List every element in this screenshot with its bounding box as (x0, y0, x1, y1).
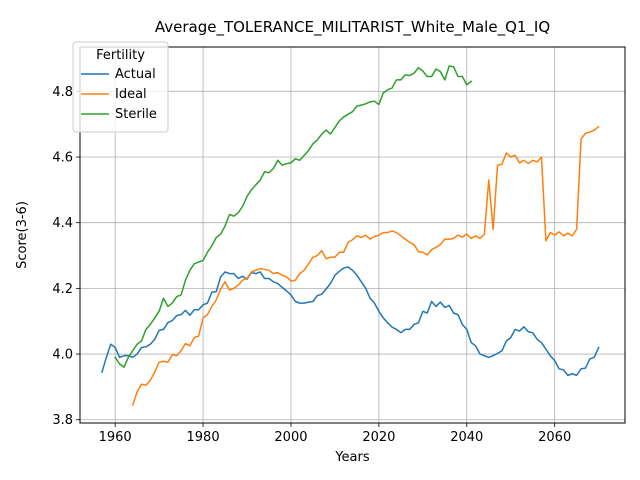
x-tick-label: 1980 (187, 430, 220, 445)
x-tick-label: 2020 (362, 430, 395, 445)
legend-box (72, 41, 169, 133)
x-tick-label: 1960 (99, 430, 132, 445)
y-tick-label: 4.0 (52, 348, 73, 363)
legend: Fertility Actual Ideal Sterile (72, 41, 169, 133)
legend-label-ideal: Ideal (115, 87, 147, 102)
y-tick-label: 4.8 (52, 85, 73, 100)
y-tick-label: 3.8 (52, 413, 73, 428)
y-tick-label: 4.4 (52, 216, 73, 231)
x-tick-label: 2040 (450, 430, 483, 445)
x-tick-label: 2060 (538, 430, 571, 445)
x-tick-label: 2000 (274, 430, 307, 445)
axis-ticks: 1960 1980 2000 2020 2040 2060 3.8 4.0 4.2 4.4 4.6 4… (52, 85, 571, 445)
y-axis-title: Score(3-6) (15, 201, 30, 269)
y-tick-label: 4.2 (52, 282, 73, 297)
x-axis-title: Years (334, 450, 370, 465)
chart-title: Average_TOLERANCE_MILITARIST_White_Male_… (155, 18, 550, 37)
legend-label-sterile: Sterile (115, 107, 157, 122)
grid (80, 47, 625, 423)
y-tick-label: 4.6 (52, 151, 73, 166)
series-line-sterile (114, 65, 473, 368)
plot-frame (79, 46, 626, 424)
series-line-ideal (131, 125, 600, 406)
legend-label-actual: Actual (115, 67, 156, 82)
series-lines (101, 65, 600, 406)
series-line-actual (101, 266, 600, 377)
legend-title: Fertility (96, 48, 145, 63)
